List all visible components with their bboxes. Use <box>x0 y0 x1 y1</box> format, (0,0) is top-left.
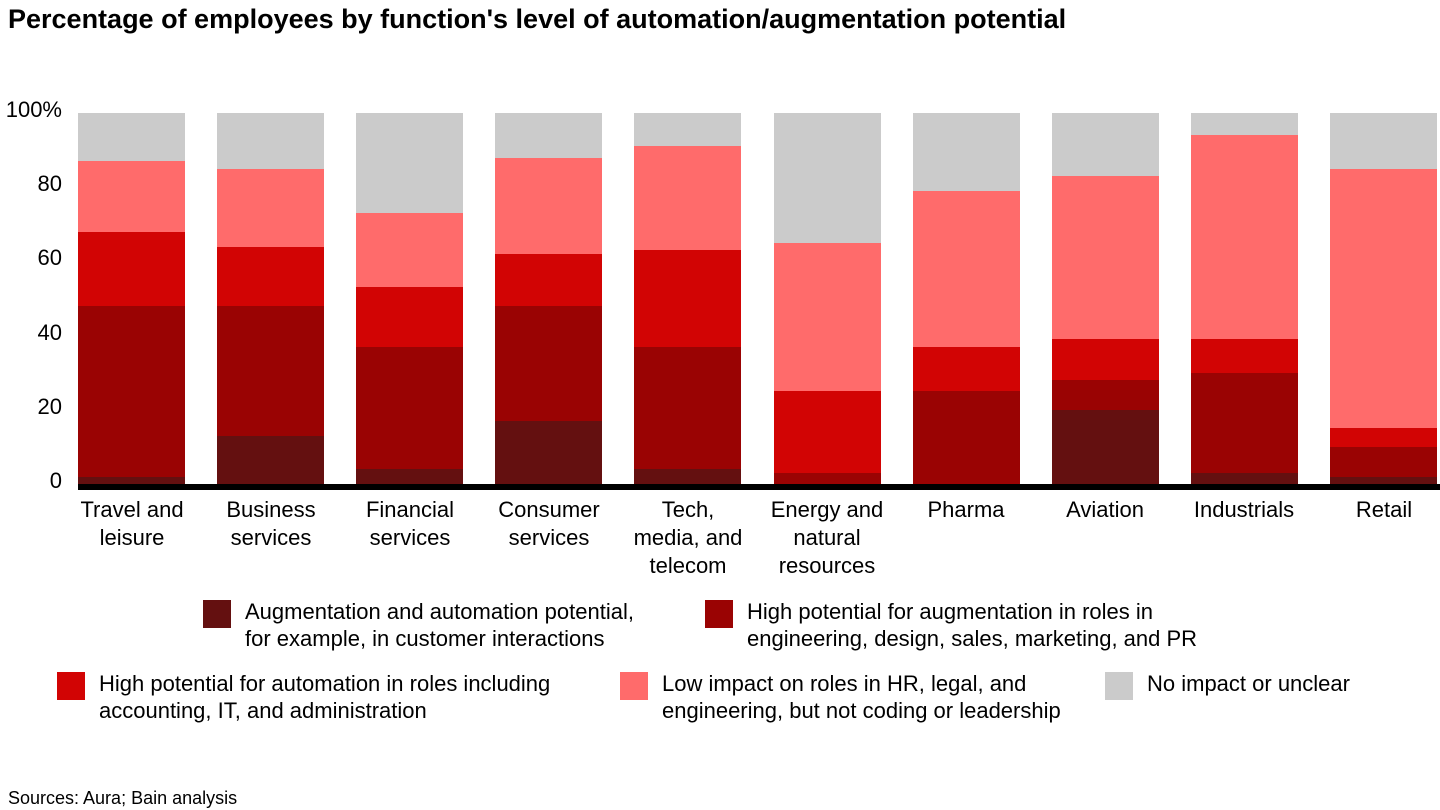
bar-segment-financial-services--no-impact-or-unclear <box>356 113 463 214</box>
bar-segment-financial-services--high-potential-for-augmentation-in-roles <box>356 346 463 470</box>
bar-segment-pharma--no-impact-or-unclear <box>913 113 1020 191</box>
legend-label: High potential for augmentation in roles… <box>747 599 1198 651</box>
y-axis-tick-label-40: 40 <box>37 319 62 345</box>
x-axis-label-retail: Retail <box>1355 497 1413 522</box>
bar-segment-pharma--high-potential-for-automation-in-roles-i <box>913 346 1020 392</box>
bar-retail <box>1330 113 1437 484</box>
plot-area: 100% 80 60 40 20 0 Travel and leisure Business s… <box>5 97 1440 578</box>
x-axis-label-financial-services: Financial services <box>365 497 455 550</box>
bar-aviation <box>1052 113 1159 484</box>
bar-energy-and-natural-resources <box>774 113 881 484</box>
bar-segment-financial-services--high-potential-for-automation-in-roles-i <box>356 287 463 347</box>
x-axis-label-aviation: Aviation <box>1066 497 1144 522</box>
bar-segment-tech-media-and-telecom--low-impact-on-roles-in-hr-legal-and-engi <box>634 146 741 251</box>
bar-segment-business-services--low-impact-on-roles-in-hr-legal-and-engi <box>217 168 324 247</box>
bar-segment-retail--high-potential-for-automation-in-roles-i <box>1330 428 1437 447</box>
legend-item-no-impact-or-unclear: No impact or unclear <box>1105 670 1350 700</box>
legend-item-augmentation-and-automation-potential-fo: Augmentation and automation potential, fo… <box>203 598 634 652</box>
bar-segment-financial-services--low-impact-on-roles-in-hr-legal-and-engi <box>356 213 463 288</box>
legend-swatch <box>57 672 85 700</box>
bar-segment-business-services--high-potential-for-augmentation-in-roles <box>217 305 324 436</box>
bar-segment-retail--low-impact-on-roles-in-hr-legal-and-engi <box>1330 168 1437 429</box>
bar-segment-aviation--no-impact-or-unclear <box>1052 113 1159 177</box>
bar-segment-energy-and-natural-resources--high-potential-for-automation-in-roles-i <box>774 391 881 473</box>
y-axis-tick-label-100: 100% <box>5 97 62 122</box>
bar-business-services <box>217 113 324 484</box>
bar-segment-travel-and-leisure--low-impact-on-roles-in-hr-legal-and-engi <box>78 161 185 232</box>
x-axis-label-pharma: Pharma <box>927 497 1005 522</box>
bar-segment-travel-and-leisure--augmentation-and-automation-potential-fo <box>78 476 185 484</box>
bar-segment-travel-and-leisure--high-potential-for-augmentation-in-roles <box>78 305 185 477</box>
bar-segment-tech-media-and-telecom--high-potential-for-augmentation-in-roles <box>634 346 741 470</box>
bar-segment-industrials--low-impact-on-roles-in-hr-legal-and-engi <box>1191 135 1298 340</box>
bar-segment-energy-and-natural-resources--high-potential-for-augmentation-in-roles <box>774 472 881 484</box>
bar-segment-retail--high-potential-for-augmentation-in-roles <box>1330 446 1437 477</box>
legend-swatch <box>1105 672 1133 700</box>
bar-segment-aviation--low-impact-on-roles-in-hr-legal-and-engi <box>1052 176 1159 340</box>
bar-segment-consumer-services--no-impact-or-unclear <box>495 113 602 158</box>
bar-segment-business-services--no-impact-or-unclear <box>217 113 324 169</box>
bar-tech-media-and-telecom <box>634 113 741 484</box>
x-axis-label-consumer-services: Consumer services <box>498 497 600 550</box>
bar-segment-financial-services--augmentation-and-automation-potential-fo <box>356 469 463 484</box>
bar-consumer-services <box>495 113 602 484</box>
bar-segment-consumer-services--augmentation-and-automation-potential-fo <box>495 420 602 484</box>
bar-segment-tech-media-and-telecom--no-impact-or-unclear <box>634 113 741 147</box>
bar-segment-retail--augmentation-and-automation-potential-fo <box>1330 476 1437 484</box>
legend-swatch <box>620 672 648 700</box>
sources-note: Sources: Aura; Bain analysis <box>8 788 238 808</box>
bar-segment-pharma--low-impact-on-roles-in-hr-legal-and-engi <box>913 190 1020 347</box>
legend-label: No impact or unclear <box>1147 671 1350 696</box>
bar-segment-energy-and-natural-resources--low-impact-on-roles-in-hr-legal-and-engi <box>774 242 881 392</box>
legend-swatch <box>203 600 231 628</box>
bar-segment-consumer-services--low-impact-on-roles-in-hr-legal-and-engi <box>495 157 602 254</box>
bar-financial-services <box>356 113 463 484</box>
y-axis-tick-label-20: 20 <box>37 393 62 419</box>
legend-item-low-impact-on-roles-in-hr-legal-and-engi: Low impact on roles in HR, legal, and eng… <box>620 670 1061 724</box>
x-axis-label-business-services: Business services <box>226 497 316 550</box>
bar-segment-industrials--high-potential-for-augmentation-in-roles <box>1191 372 1298 473</box>
bar-segment-travel-and-leisure--no-impact-or-unclear <box>78 113 185 162</box>
bar-segment-energy-and-natural-resources--no-impact-or-unclear <box>774 113 881 243</box>
bar-segment-pharma--high-potential-for-augmentation-in-roles <box>913 391 1020 484</box>
legend-label: Low impact on roles in HR, legal, and eng… <box>662 671 1061 723</box>
bar-segment-tech-media-and-telecom--high-potential-for-automation-in-roles-i <box>634 250 741 347</box>
y-axis-tick-label-80: 80 <box>37 171 62 197</box>
x-axis-label-tech-media-and-telecom: Tech, media, and telecom <box>633 497 743 578</box>
bar-segment-industrials--no-impact-or-unclear <box>1191 113 1298 136</box>
bar-industrials <box>1191 113 1298 484</box>
legend-label: High potential for automation in roles i… <box>99 671 551 723</box>
y-axis-tick-label-60: 60 <box>37 245 62 271</box>
legend-item-high-potential-for-automation-in-roles-i: High potential for automation in roles i… <box>57 670 550 724</box>
bar-segment-industrials--augmentation-and-automation-potential-fo <box>1191 472 1298 484</box>
bar-segment-aviation--high-potential-for-automation-in-roles-i <box>1052 339 1159 381</box>
legend-label: Augmentation and automation potential, fo… <box>245 599 634 651</box>
bar-segment-business-services--high-potential-for-automation-in-roles-i <box>217 246 324 306</box>
bar-segment-travel-and-leisure--high-potential-for-automation-in-roles-i <box>78 231 185 306</box>
bar-segment-business-services--augmentation-and-automation-potential-fo <box>217 435 324 484</box>
bar-segment-consumer-services--high-potential-for-automation-in-roles-i <box>495 254 602 306</box>
bar-segment-consumer-services--high-potential-for-augmentation-in-roles <box>495 305 602 421</box>
x-axis-label-energy-and-natural-resources: Energy and natural resources <box>770 497 884 578</box>
legend-swatch <box>705 600 733 628</box>
x-axis-label-industrials: Industrials <box>1193 497 1295 522</box>
bar-pharma <box>913 113 1020 484</box>
x-axis-line <box>78 484 1440 490</box>
chart-title: Percentage of employees by function's le… <box>8 4 1067 34</box>
bar-segment-industrials--high-potential-for-automation-in-roles-i <box>1191 339 1298 373</box>
x-axis-label-travel-and-leisure: Travel and leisure <box>80 497 184 550</box>
y-axis-tick-label-0: 0 <box>49 468 62 493</box>
bar-segment-aviation--high-potential-for-augmentation-in-roles <box>1052 380 1159 410</box>
legend-item-high-potential-for-augmentation-in-roles: High potential for augmentation in roles… <box>705 598 1197 652</box>
bar-segment-tech-media-and-telecom--augmentation-and-automation-potential-fo <box>634 469 741 484</box>
bar-segment-aviation--augmentation-and-automation-potential-fo <box>1052 409 1159 484</box>
bar-segment-retail--no-impact-or-unclear <box>1330 113 1437 169</box>
bar-travel-and-leisure <box>78 113 185 484</box>
